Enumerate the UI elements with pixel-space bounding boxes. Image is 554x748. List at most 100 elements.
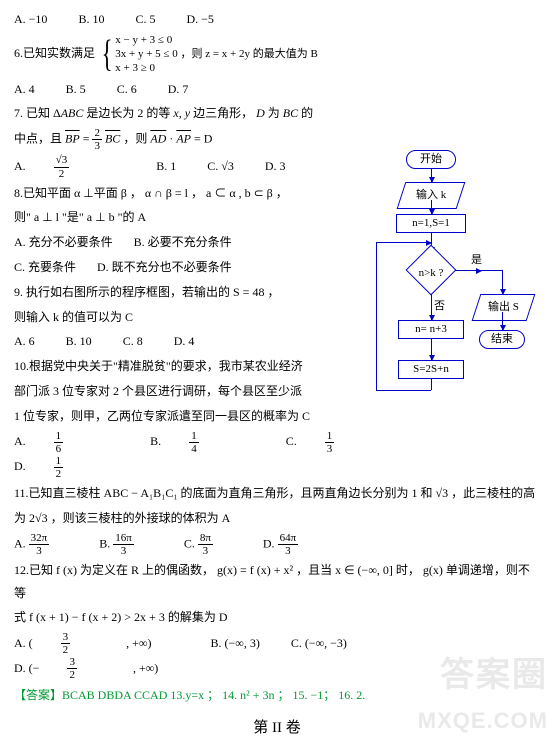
q12-l1: 12.已知 f (x) 为定义在 R 上的偶函数， g(x) = f (x) +…: [14, 559, 540, 605]
q9-l1: 9. 执行如右图所示的程序框图，若输出的 S = 48 ，: [14, 281, 364, 304]
q10-opt-c: C. 13: [286, 430, 391, 455]
q11d-d: 3: [278, 545, 299, 557]
q12a-frac: 32: [61, 631, 99, 656]
q11-opt-a: A. 32π3: [14, 532, 49, 557]
q6-text: 6.已知实数满足: [14, 46, 95, 60]
q5-opt-c: C. 5: [135, 8, 155, 31]
q10b-frac: 14: [189, 430, 227, 455]
q12d-n: 3: [67, 656, 77, 669]
q7-bc: BC: [283, 106, 298, 120]
q10c-pre: C.: [286, 430, 297, 453]
flow-no: 否: [434, 296, 445, 317]
q5-opt-a: A. −10: [14, 8, 47, 31]
q10a-frac: 16: [54, 430, 92, 455]
q7-dot: ·: [166, 132, 176, 146]
q6-opt-b: B. 5: [66, 78, 86, 101]
answer-line: 【答案】BCAB DBDA CCAD 13.y=x ； 14. n² + 3n …: [14, 684, 540, 707]
q11a-n: 32π: [29, 532, 50, 545]
q10b-n: 1: [189, 430, 199, 443]
q9-opt-c: C. 8: [123, 330, 143, 353]
q7-abc: ABC: [61, 106, 84, 120]
flow-cond: n>k ?: [401, 263, 461, 284]
loop-v1: [431, 378, 432, 390]
q10c-d: 3: [325, 443, 335, 455]
line-yes: [481, 270, 502, 271]
q8-opts1: A. 充分不必要条件 B. 必要不充分条件: [14, 231, 364, 254]
q11-l2: 为 2√3 ，则该三棱柱的外接球的体积为 A: [14, 507, 540, 530]
q7-t3: 边三角形，: [190, 106, 256, 120]
q10-opt-a: A. 16: [14, 430, 119, 455]
q11c-d: 3: [198, 545, 213, 557]
q7-d: D: [256, 106, 265, 120]
q12a-pre: A. (: [14, 632, 33, 655]
q12d-pre: D. (−: [14, 657, 39, 680]
q12d-frac: 32: [67, 656, 105, 681]
q8-opt-c: C. 充要条件: [14, 256, 76, 279]
q6-system: x − y + 3 ≤ 0 3x + y + 5 ≤ 0 ，则 z = x + …: [115, 33, 318, 76]
arrow-u1: [431, 338, 432, 360]
q7-opt-b: B. 1: [156, 155, 176, 178]
q10a-d: 6: [54, 443, 64, 455]
q7-line2: 中点，且 BP = 23 BC ，则 AD · AP = D: [14, 127, 364, 152]
q7-opt-a: A. √32: [14, 154, 125, 179]
q7-fd: 3: [92, 140, 102, 152]
q12-opt-c: C. (−∞, −3): [291, 632, 347, 655]
q9-opt-a: A. 6: [14, 330, 35, 353]
q10b-d: 4: [189, 443, 199, 455]
q9-opt-b: B. 10: [66, 330, 92, 353]
q11b-pre: B.: [99, 536, 113, 550]
q11d-pre: D.: [263, 536, 278, 550]
q7-ap: AP: [176, 132, 191, 146]
q7-options: A. √32 B. 1 C. √3 D. 3: [14, 154, 364, 179]
q7-opt-c: C. √3: [207, 155, 234, 178]
q10d-frac: 12: [54, 455, 92, 480]
q12d-post: , +∞): [133, 657, 158, 680]
q12a-d: 2: [61, 644, 71, 656]
q10d-d: 2: [54, 468, 64, 480]
q11-opt-d: D. 64π3: [263, 532, 298, 557]
q10c-frac: 13: [325, 430, 363, 455]
q11-opt-b: B. 16π3: [99, 532, 134, 557]
q12-l2: 式 f (x + 1) − f (x + 2) > 2x + 3 的解集为 D: [14, 606, 540, 629]
q8-l1: 8.已知平面 α ⊥平面 β ， α ∩ β = l ， a ⊂ α , b ⊂…: [14, 182, 364, 205]
flow-output: 输出 S: [472, 294, 536, 321]
q7-frac: 23: [92, 127, 102, 152]
brace-icon: {: [102, 39, 113, 69]
q11-opt-c: C. 8π3: [184, 532, 213, 557]
q12a-post: , +∞): [126, 632, 151, 655]
q7-t4: 为: [265, 106, 283, 120]
arrow-yes-h: [455, 270, 481, 271]
q8-opt-a: A. 充分不必要条件: [14, 231, 113, 254]
q7-eqd: = D: [194, 132, 212, 146]
q12a-n: 3: [61, 631, 71, 644]
q6-stem: 6.已知实数满足 { x − y + 3 ≤ 0 3x + y + 5 ≤ 0 …: [14, 33, 540, 76]
q6-sys1: x − y + 3 ≤ 0: [115, 33, 318, 47]
q8-opt-b: B. 必要不充分条件: [134, 231, 232, 254]
q10-l2: 部门派 3 位专家对 2 个县区进行调研，每个县区至少派: [14, 380, 364, 403]
flowchart: 开始 输入 k n=1,S=1 n>k ? 是 否 输出 S 结束 n= n+3…: [376, 150, 536, 480]
q10a-n: 1: [54, 430, 64, 443]
q7-t2: 是边长为 2 的等: [83, 106, 173, 120]
q7-eq1: =: [83, 132, 93, 146]
q6-sys3: x + 3 ≥ 0: [115, 61, 318, 75]
loop-v2: [376, 242, 377, 390]
q6-sys2: 3x + y + 5 ≤ 0 ，则 z = x + 2y 的最大值为 B: [115, 47, 318, 61]
q10d-pre: D.: [14, 455, 26, 478]
q10d-n: 1: [54, 455, 64, 468]
q5-opt-d: D. −5: [186, 8, 213, 31]
q6-opt-a: A. 4: [14, 78, 35, 101]
q7-bp: BP: [65, 132, 80, 146]
q7-t6: 中点，且: [14, 132, 65, 146]
q5-options: A. −10 B. 10 C. 5 D. −5: [14, 8, 540, 31]
q7a-pre: A.: [14, 155, 26, 178]
q11-l1: 11.已知直三棱柱 ABC − A₁B₁C₁ 的底面为直角三角形，且两直角边长分…: [14, 482, 540, 505]
arrow-1: [431, 168, 432, 182]
q11a-pre: A.: [14, 536, 29, 550]
arrow-out: [502, 312, 503, 330]
q8-opts2: C. 充要条件 D. 既不充分也不必要条件: [14, 256, 364, 279]
q12-opt-b: B. (−∞, 3): [211, 632, 260, 655]
flow-init: n=1,S=1: [396, 214, 466, 233]
q9-l2: 则输入 k 的值可以为 C: [14, 306, 364, 329]
q7-t5: 的: [298, 106, 313, 120]
q7-t1: 7. 已知 Δ: [14, 106, 61, 120]
